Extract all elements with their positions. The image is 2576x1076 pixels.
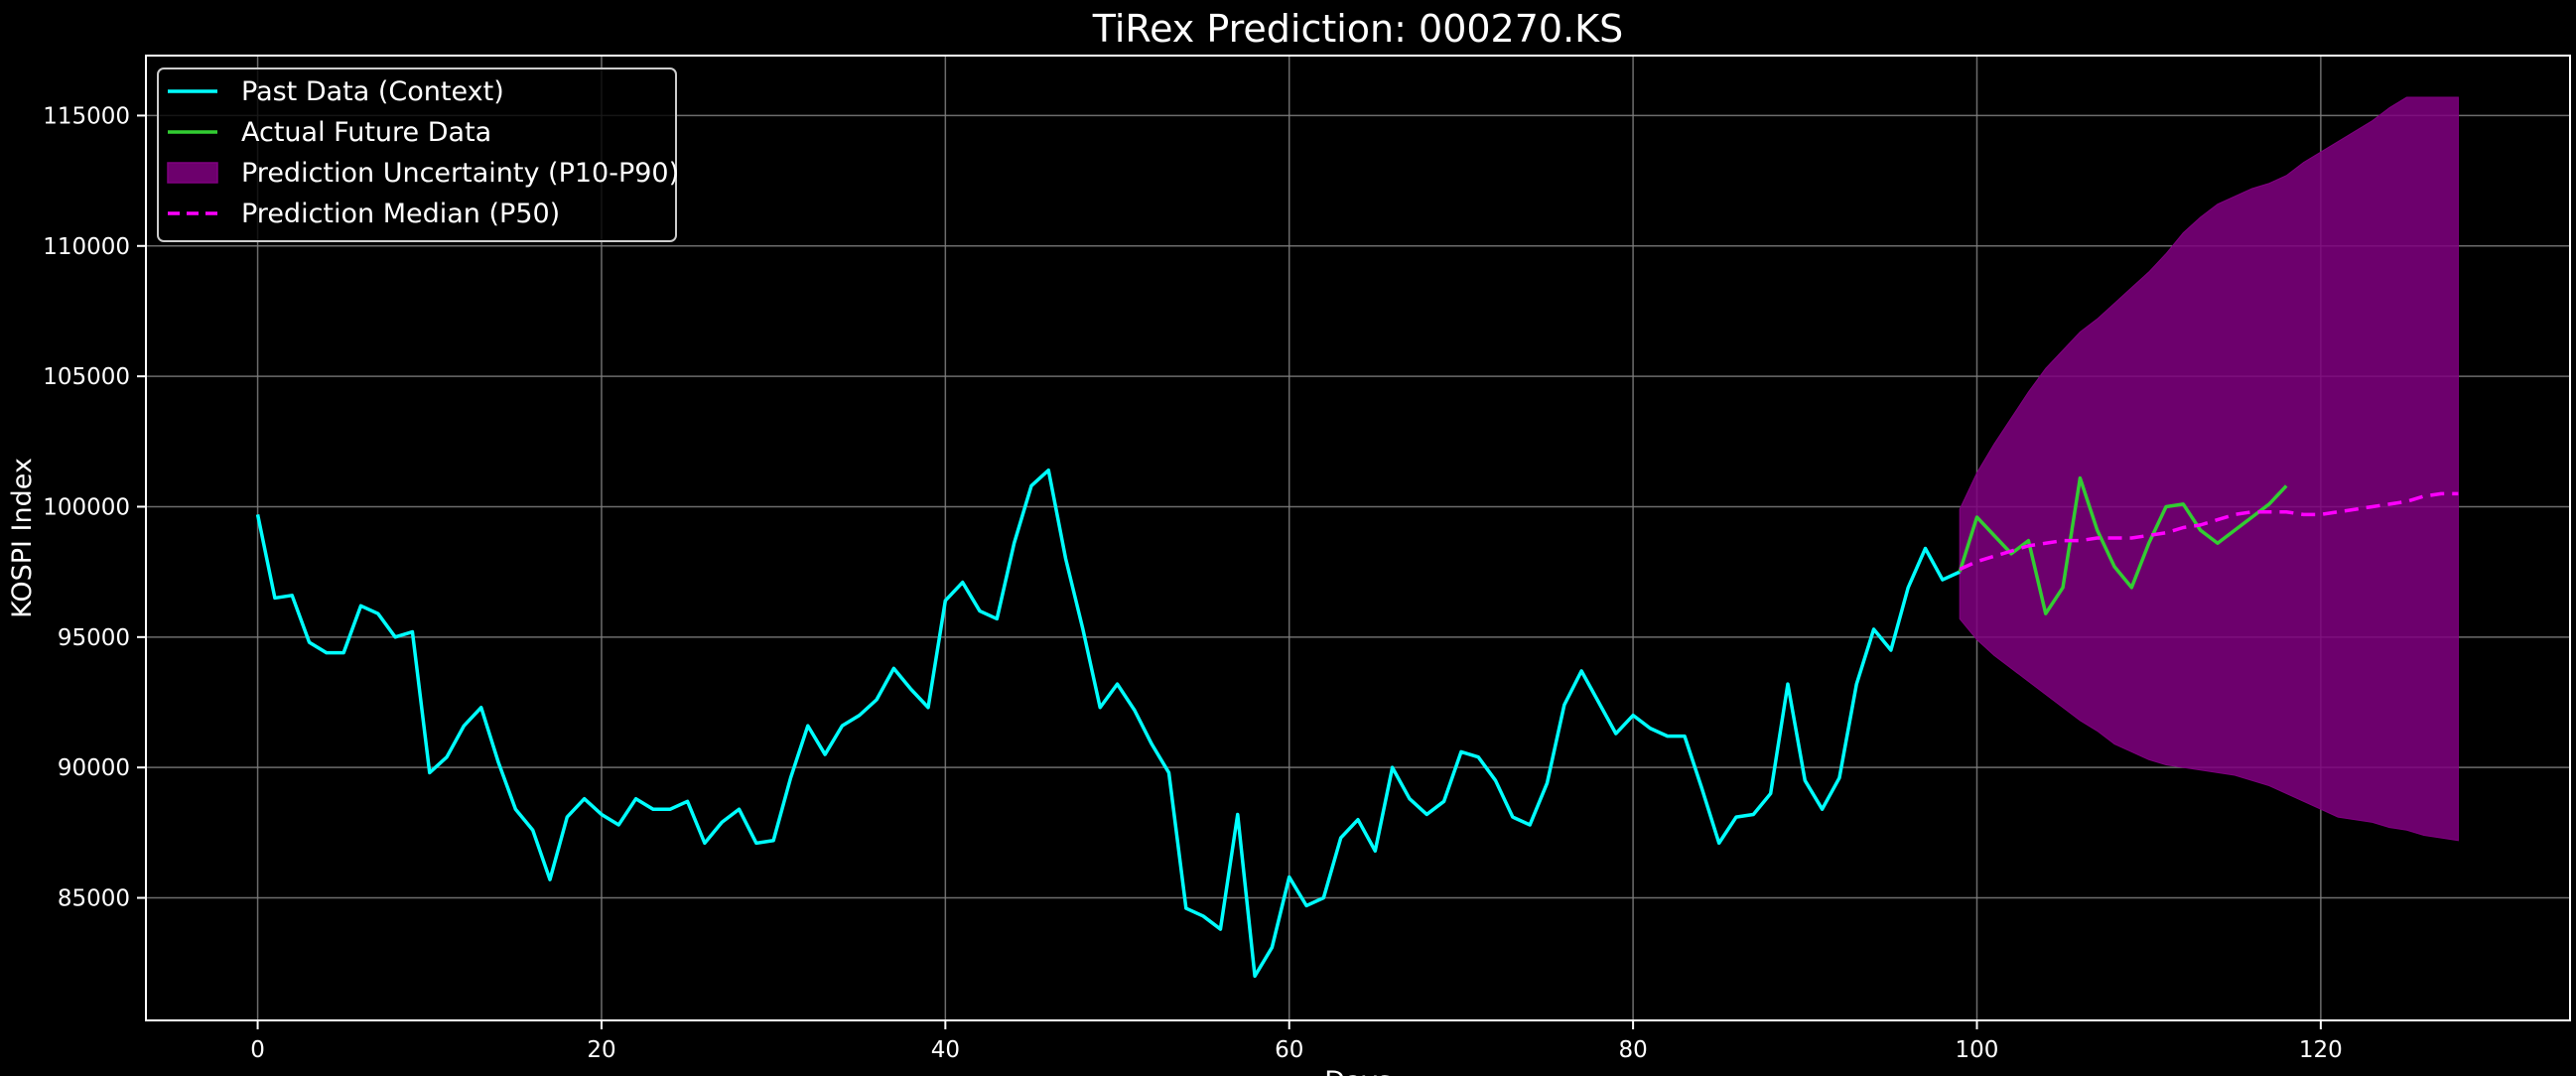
legend-box bbox=[157, 67, 677, 242]
x-tick-label-6: 120 bbox=[2299, 1037, 2343, 1063]
y-tick-label-2: 95000 bbox=[58, 625, 130, 651]
y-tick-label-3: 100000 bbox=[43, 494, 130, 520]
x-tick-label-5: 100 bbox=[1956, 1037, 1999, 1063]
uncertainty-band bbox=[1959, 96, 2459, 842]
y-tick-label-5: 110000 bbox=[43, 234, 130, 260]
x-tick-label-4: 80 bbox=[1618, 1037, 1647, 1063]
y-tick-label-6: 115000 bbox=[43, 103, 130, 129]
prediction-median-line bbox=[1959, 491, 2459, 572]
past-data-line bbox=[255, 468, 1961, 979]
legend-label-3: Prediction Median (P50) bbox=[241, 199, 560, 229]
x-tick-label-3: 60 bbox=[1275, 1037, 1303, 1063]
plot-frame bbox=[145, 55, 2571, 1021]
y-tick-label-1: 90000 bbox=[58, 755, 130, 781]
y-tick-label-4: 105000 bbox=[43, 364, 130, 390]
y-axis: 85000 90000 95000 100000 105000 110000 115000 bbox=[43, 103, 146, 912]
chart-title: TiRex Prediction: 000270.KS bbox=[1092, 7, 1623, 51]
x-tick-label-2: 40 bbox=[931, 1037, 960, 1063]
uncertainty-band-area bbox=[1959, 96, 2459, 842]
legend-swatch-2 bbox=[167, 162, 218, 184]
x-axis-label: Days bbox=[1324, 1066, 1391, 1076]
y-tick-label-0: 85000 bbox=[58, 886, 130, 912]
legend-label-2: Prediction Uncertainty (P10-P90) bbox=[241, 158, 679, 189]
x-axis: 0 20 40 60 80 100 120 bbox=[250, 1020, 2343, 1063]
legend-label-1: Actual Future Data bbox=[241, 117, 491, 148]
y-axis-label: KOSPI Index bbox=[7, 458, 38, 618]
legend-label-0: Past Data (Context) bbox=[241, 76, 504, 107]
series-lines bbox=[255, 468, 2459, 979]
x-tick-label-1: 20 bbox=[587, 1037, 615, 1063]
legend: Past Data (Context) Actual Future Data Pre… bbox=[157, 67, 679, 242]
x-tick-label-0: 0 bbox=[250, 1037, 265, 1063]
